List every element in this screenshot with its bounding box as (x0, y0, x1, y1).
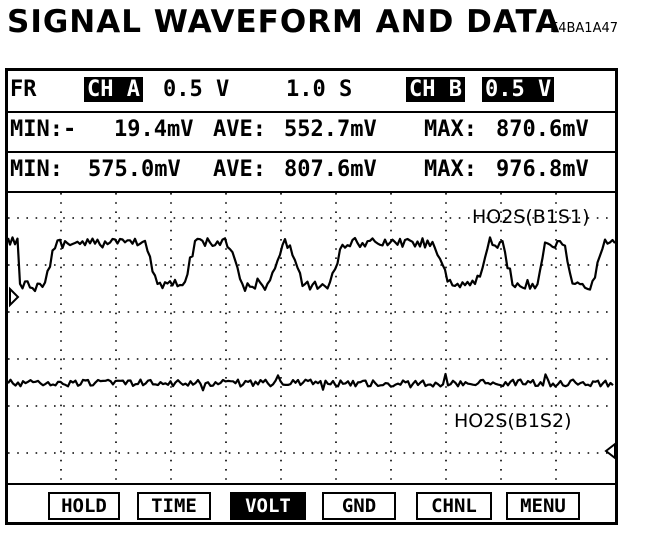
time-button[interactable]: TIME (137, 492, 211, 520)
ch-a-max-label: MAX: (424, 117, 477, 142)
ch-b-max-value: 976.8mV (496, 157, 589, 182)
lower-trace-line (7, 372, 614, 392)
ch-a-label[interactable]: CH A (84, 77, 143, 102)
page-title: SIGNAL WAVEFORM AND DATA (7, 4, 561, 40)
ch-b-max-label: MAX: (424, 157, 477, 182)
ch-b-ave-label: AVE: (213, 157, 266, 182)
chnl-button[interactable]: CHNL (416, 492, 492, 520)
ch-a-min-value: 19.4mV (114, 117, 194, 142)
hold-button[interactable]: HOLD (48, 492, 120, 520)
ch-b-ground-marker-icon (604, 441, 616, 461)
ch-a-scale[interactable]: 0.5 V (163, 77, 230, 102)
upper-trace-label: HO2S(B1S1) (472, 206, 590, 228)
ch-b-min-label: MIN: (10, 157, 63, 182)
gnd-button[interactable]: GND (322, 492, 396, 520)
status-row: FR CH A 0.5 V 1.0 S CH B 0.5 V (8, 71, 615, 113)
ch-a-min-label: MIN:- (10, 117, 77, 142)
ch-a-ground-marker-icon (9, 286, 20, 308)
ch-b-label[interactable]: CH B (406, 77, 465, 102)
ch-b-scale[interactable]: 0.5 V (482, 77, 555, 102)
function-button-bar: HOLD TIME VOLT GND CHNL MENU (8, 483, 615, 524)
lower-trace-label: HO2S(B1S2) (454, 410, 572, 432)
ch-b-min-value: 575.0mV (88, 157, 181, 182)
mode-indicator: FR (10, 77, 37, 102)
ch-a-ave-value: 552.7mV (284, 117, 377, 142)
channel-a-stats: MIN:- 19.4mV AVE: 552.7mV MAX: 870.6mV (8, 111, 615, 153)
time-scale[interactable]: 1.0 S (286, 77, 353, 102)
ch-b-ave-value: 807.6mV (284, 157, 377, 182)
ch-a-ave-label: AVE: (213, 117, 266, 142)
waveform-area: HO2S(B1S1) HO2S(B1S2) (6, 193, 616, 483)
upper-trace-line (6, 236, 616, 293)
waveform-graph: HO2S(B1S1) HO2S(B1S2) (6, 193, 616, 483)
scope-grid (8, 193, 615, 483)
menu-button[interactable]: MENU (506, 492, 580, 520)
ch-a-max-value: 870.6mV (496, 117, 589, 142)
figure-code: E4BA1A47 (550, 21, 619, 36)
channel-b-stats: MIN: 575.0mV AVE: 807.6mV MAX: 976.8mV (8, 151, 615, 193)
scope-screen: FR CH A 0.5 V 1.0 S CH B 0.5 V MIN:- 19.… (5, 68, 618, 525)
volt-button[interactable]: VOLT (230, 492, 306, 520)
